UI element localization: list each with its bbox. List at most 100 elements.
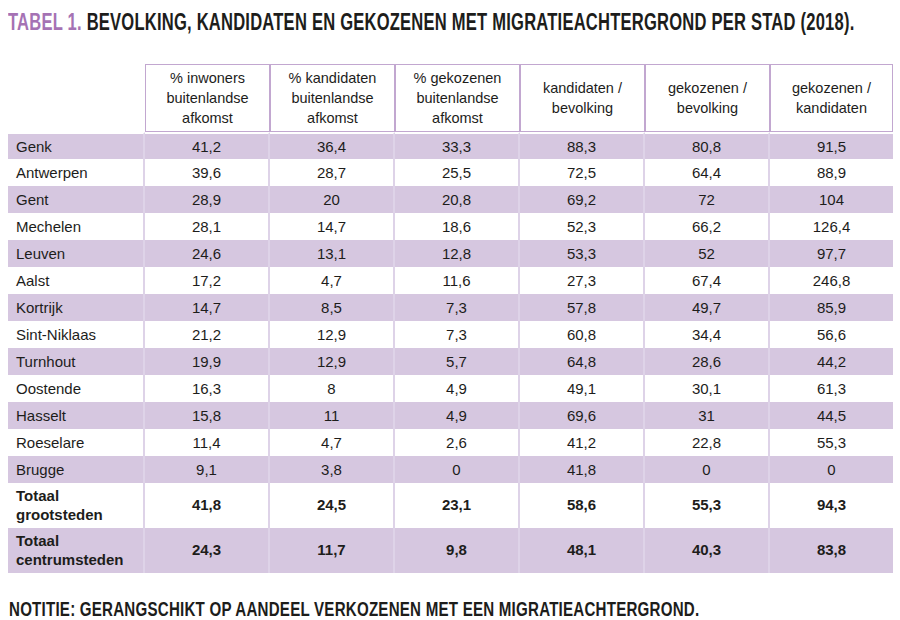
value-cell: 40,3 — [645, 528, 770, 573]
value-cell: 22,8 — [645, 429, 770, 456]
value-cell: 28,6 — [645, 348, 770, 375]
value-cell: 7,3 — [395, 294, 520, 321]
table-row: Antwerpen39,628,725,572,564,488,9 — [8, 159, 893, 186]
value-cell: 13,1 — [270, 240, 395, 267]
value-cell: 246,8 — [770, 267, 893, 294]
city-cell: Totaal grootsteden — [8, 483, 145, 528]
value-cell: 14,7 — [270, 213, 395, 240]
value-cell: 20 — [270, 186, 395, 213]
value-cell: 24,6 — [145, 240, 270, 267]
value-cell: 41,2 — [145, 132, 270, 159]
value-cell: 12,9 — [270, 321, 395, 348]
value-cell: 12,8 — [395, 240, 520, 267]
value-cell: 41,8 — [520, 456, 645, 483]
value-cell: 85,9 — [770, 294, 893, 321]
value-cell: 72 — [645, 186, 770, 213]
value-cell: 55,3 — [645, 483, 770, 528]
value-cell: 44,2 — [770, 348, 893, 375]
table-row: Sint-Niklaas21,212,97,360,834,456,6 — [8, 321, 893, 348]
value-cell: 52 — [645, 240, 770, 267]
total-row: Totaal centrumsteden24,311,79,848,140,38… — [8, 528, 893, 573]
value-cell: 3,8 — [270, 456, 395, 483]
table-note-text: NOTITIE: GERANGSCHIKT OP AANDEEL VERKOZE… — [9, 597, 699, 620]
value-cell: 14,7 — [145, 294, 270, 321]
value-cell: 67,4 — [645, 267, 770, 294]
column-header: kandidaten / bevolking — [520, 64, 645, 132]
value-cell: 52,3 — [520, 213, 645, 240]
value-cell: 0 — [645, 456, 770, 483]
value-cell: 88,3 — [520, 132, 645, 159]
table-row: Kortrijk14,78,57,357,849,785,9 — [8, 294, 893, 321]
value-cell: 60,8 — [520, 321, 645, 348]
value-cell: 9,1 — [145, 456, 270, 483]
table-row: Mechelen28,114,718,652,366,2126,4 — [8, 213, 893, 240]
value-cell: 33,3 — [395, 132, 520, 159]
city-cell: Mechelen — [8, 213, 145, 240]
value-cell: 11 — [270, 402, 395, 429]
value-cell: 56,6 — [770, 321, 893, 348]
value-cell: 24,5 — [270, 483, 395, 528]
value-cell: 28,9 — [145, 186, 270, 213]
city-cell: Brugge — [8, 456, 145, 483]
value-cell: 11,7 — [270, 528, 395, 573]
table-number-label: TABEL 1. — [8, 9, 82, 35]
city-cell: Totaal centrumsteden — [8, 528, 145, 573]
city-cell: Aalst — [8, 267, 145, 294]
value-cell: 4,9 — [395, 375, 520, 402]
value-cell: 72,5 — [520, 159, 645, 186]
city-cell: Roeselare — [8, 429, 145, 456]
value-cell: 41,2 — [520, 429, 645, 456]
value-cell: 64,8 — [520, 348, 645, 375]
corner-cell — [8, 64, 145, 132]
value-cell: 0 — [770, 456, 893, 483]
value-cell: 12,9 — [270, 348, 395, 375]
data-table: % inwoners buitenlandse afkomst % kandid… — [8, 64, 893, 573]
value-cell: 88,9 — [770, 159, 893, 186]
value-cell: 0 — [395, 456, 520, 483]
table-row: Genk41,236,433,388,380,891,5 — [8, 132, 893, 159]
value-cell: 28,7 — [270, 159, 395, 186]
value-cell: 11,4 — [145, 429, 270, 456]
total-row: Totaal grootsteden41,824,523,158,655,394… — [8, 483, 893, 528]
value-cell: 27,3 — [520, 267, 645, 294]
value-cell: 48,1 — [520, 528, 645, 573]
table-row: Turnhout19,912,95,764,828,644,2 — [8, 348, 893, 375]
value-cell: 126,4 — [770, 213, 893, 240]
value-cell: 7,3 — [395, 321, 520, 348]
value-cell: 8,5 — [270, 294, 395, 321]
column-header: % gekozenen buitenlandse afkomst — [395, 64, 520, 132]
value-cell: 21,2 — [145, 321, 270, 348]
value-cell: 24,3 — [145, 528, 270, 573]
value-cell: 66,2 — [645, 213, 770, 240]
value-cell: 49,1 — [520, 375, 645, 402]
city-cell: Hasselt — [8, 402, 145, 429]
value-cell: 69,6 — [520, 402, 645, 429]
value-cell: 31 — [645, 402, 770, 429]
value-cell: 30,1 — [645, 375, 770, 402]
value-cell: 19,9 — [145, 348, 270, 375]
value-cell: 57,8 — [520, 294, 645, 321]
city-cell: Turnhout — [8, 348, 145, 375]
column-header: gekozenen / kandidaten — [770, 64, 893, 132]
value-cell: 104 — [770, 186, 893, 213]
value-cell: 64,4 — [645, 159, 770, 186]
value-cell: 11,6 — [395, 267, 520, 294]
value-cell: 4,7 — [270, 267, 395, 294]
city-cell: Gent — [8, 186, 145, 213]
city-cell: Genk — [8, 132, 145, 159]
value-cell: 41,8 — [145, 483, 270, 528]
value-cell: 5,7 — [395, 348, 520, 375]
table-row: Leuven24,613,112,853,35297,7 — [8, 240, 893, 267]
value-cell: 94,3 — [770, 483, 893, 528]
value-cell: 53,3 — [520, 240, 645, 267]
value-cell: 8 — [270, 375, 395, 402]
value-cell: 15,8 — [145, 402, 270, 429]
table-note: NOTITIE: GERANGSCHIKT OP AANDEEL VERKOZE… — [9, 597, 893, 620]
city-cell: Antwerpen — [8, 159, 145, 186]
value-cell: 58,6 — [520, 483, 645, 528]
value-cell: 17,2 — [145, 267, 270, 294]
value-cell: 23,1 — [395, 483, 520, 528]
value-cell: 97,7 — [770, 240, 893, 267]
value-cell: 2,6 — [395, 429, 520, 456]
city-cell: Oostende — [8, 375, 145, 402]
